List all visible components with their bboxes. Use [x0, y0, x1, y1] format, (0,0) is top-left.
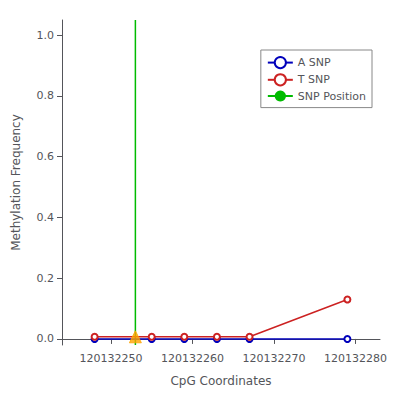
svg-text:0.8: 0.8 — [37, 89, 55, 102]
svg-text:0.4: 0.4 — [37, 211, 55, 224]
svg-text:120132260: 120132260 — [161, 352, 224, 365]
svg-text:Methylation Frequency: Methylation Frequency — [9, 114, 23, 251]
svg-text:120132280: 120132280 — [324, 352, 387, 365]
svg-text:CpG Coordinates: CpG Coordinates — [170, 374, 271, 388]
svg-text:0.2: 0.2 — [37, 272, 55, 285]
svg-text:120132270: 120132270 — [243, 352, 306, 365]
svg-text:0.6: 0.6 — [37, 150, 55, 163]
svg-text:120132250: 120132250 — [79, 352, 142, 365]
svg-text:T SNP: T SNP — [297, 73, 330, 86]
svg-text:SNP Position: SNP Position — [298, 90, 366, 103]
svg-text:1.0: 1.0 — [37, 29, 55, 42]
svg-text:A SNP: A SNP — [298, 56, 331, 69]
svg-text:0.0: 0.0 — [37, 332, 55, 345]
